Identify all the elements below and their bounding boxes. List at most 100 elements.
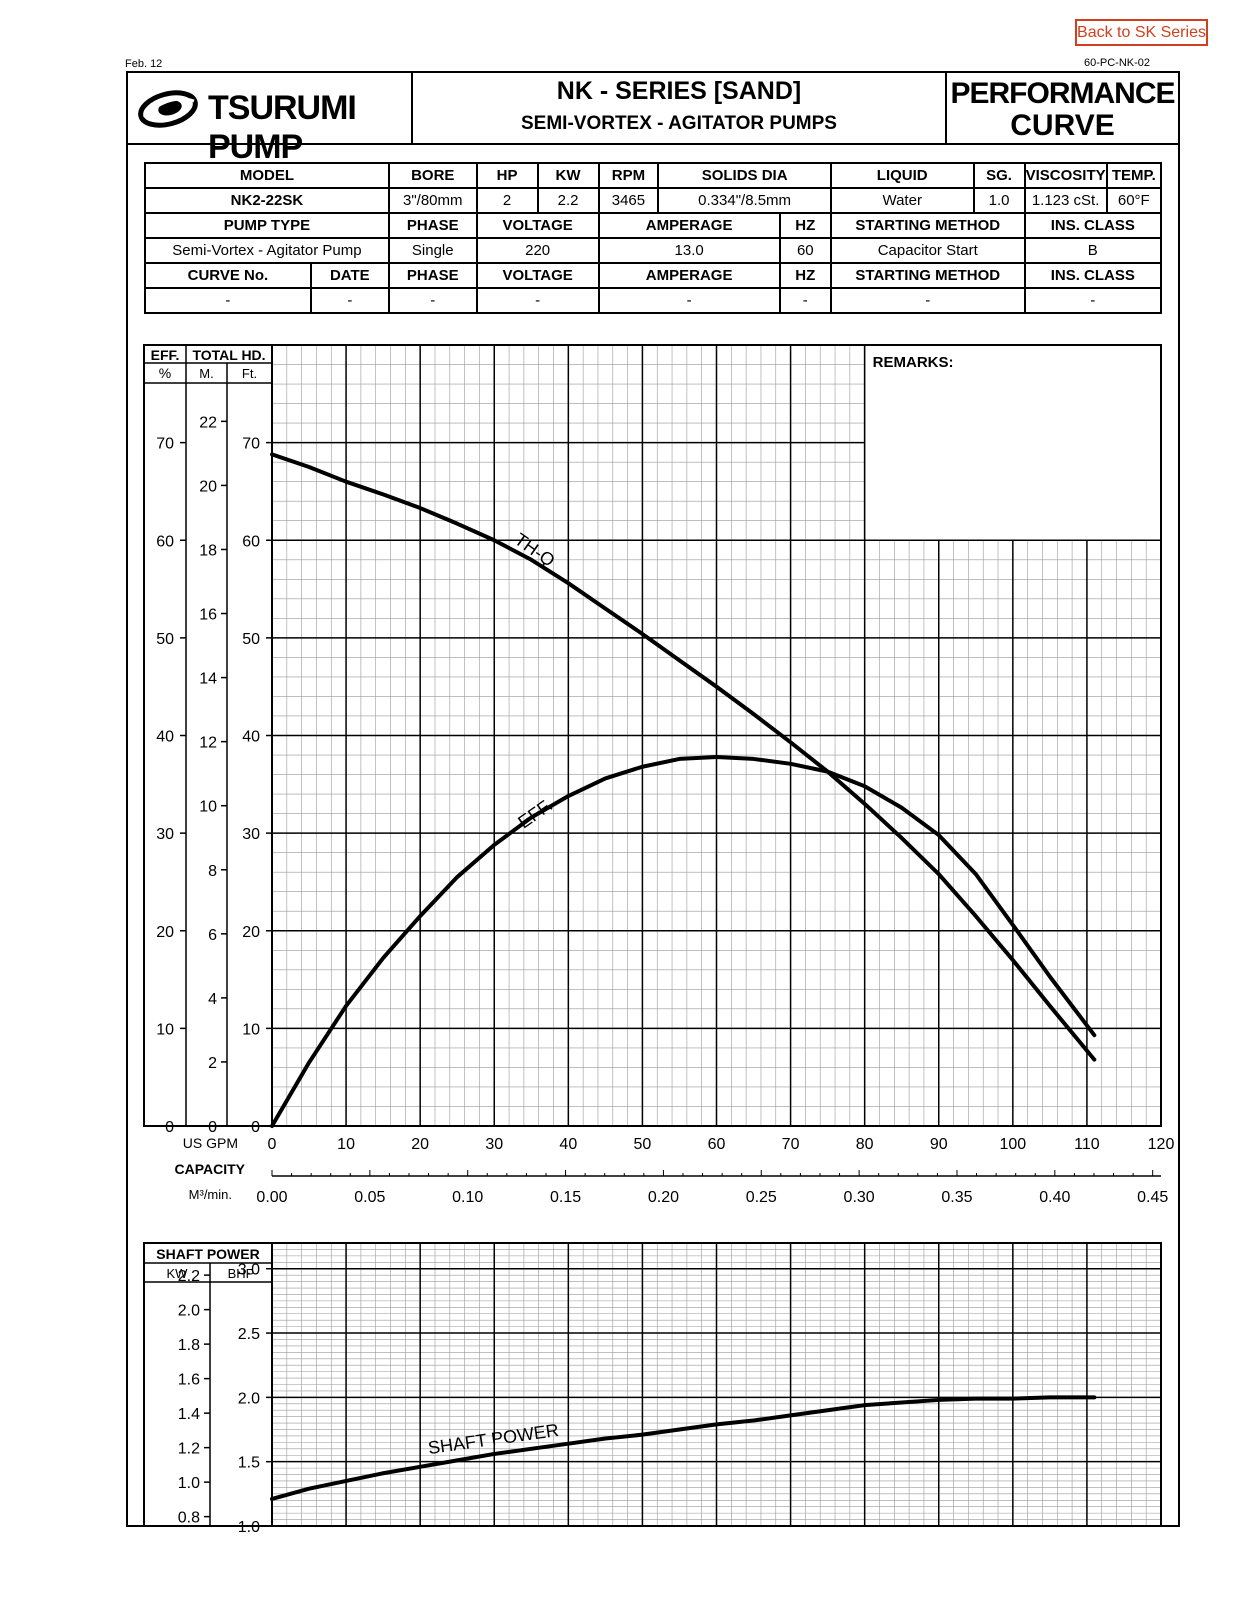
eff-tick-label: 70	[156, 436, 174, 453]
th-q-curve	[270, 452, 1097, 1062]
x-tick-capacity: 0.20	[648, 1189, 679, 1206]
x-tick-gpm: 10	[337, 1136, 355, 1153]
capacity-label: CAPACITY	[174, 1161, 245, 1177]
cell-amperage2-value: -	[597, 287, 781, 314]
shaft-power-chart	[143, 1242, 1162, 1527]
eff-axis-bg	[146, 384, 184, 1124]
x-tick-gpm: 0	[268, 1136, 277, 1153]
cell-sg-value: 1.0	[972, 187, 1026, 214]
sp-kw-tick-label: 1.2	[178, 1441, 200, 1458]
doc-type-box: PERFORMANCE CURVE	[945, 71, 1180, 145]
eff-tick-label: 30	[156, 826, 174, 843]
cell-liquid-value: Water	[829, 187, 975, 214]
cell-hz2-value: -	[778, 287, 832, 314]
eff-tick-label: 50	[156, 631, 174, 648]
series-subtitle: SEMI-VORTEX - AGITATOR PUMPS	[521, 113, 837, 134]
head-m-tick-label: 12	[199, 735, 217, 752]
document-date: Feb. 12	[125, 58, 163, 70]
cell-solids-header: SOLIDS DIA	[657, 162, 832, 189]
spec-row-2-values: Semi-Vortex - Agitator Pump Single 220 1…	[144, 237, 1163, 264]
x-tick-capacity: 0.25	[746, 1189, 777, 1206]
sp-kw-tick-label: 1.6	[178, 1372, 200, 1389]
x-tick-capacity: 0.15	[550, 1189, 581, 1206]
th-q-label: TH-Q	[511, 529, 559, 571]
cell-kw-header: KW	[536, 162, 600, 189]
cell-pump-type-value: Semi-Vortex - Agitator Pump	[144, 237, 390, 264]
head-ft-tick-label: 30	[242, 826, 260, 843]
efficiency-curve	[270, 754, 1097, 1128]
sp-kw-tick-label: 2.2	[178, 1268, 200, 1285]
spec-row-3-headers: CURVE No. DATE PHASE VOLTAGE AMPERAGE HZ…	[144, 262, 1163, 289]
cell-phase2-header: PHASE	[387, 262, 478, 289]
x-tick-capacity: 0.30	[844, 1189, 875, 1206]
sp-kw-tick-label: 2.0	[178, 1303, 200, 1320]
head-m-tick-label: 8	[208, 863, 217, 880]
x-tick-gpm: 100	[999, 1136, 1026, 1153]
document-code: 60-PC-NK-02	[1084, 57, 1151, 69]
cell-voltage-header: VOLTAGE	[475, 212, 600, 239]
sp-bhp-tick-label: 2.5	[238, 1326, 260, 1343]
sp-kw-tick-label: 1.8	[178, 1337, 200, 1354]
cell-bore-header: BORE	[387, 162, 478, 189]
sp-axis-title: SHAFT POWER	[156, 1246, 259, 1262]
head-ft-tick-label: 40	[242, 729, 260, 746]
cell-hz-value: 60	[778, 237, 832, 264]
x-tick-capacity: 0.00	[256, 1189, 287, 1206]
cell-model-header: MODEL	[144, 162, 390, 189]
eff-tick-label: 20	[156, 924, 174, 941]
sp-bhp-unit: BHP	[228, 1266, 255, 1281]
cell-temp-value: 60°F	[1105, 187, 1163, 214]
x-axis-gpm-label: US GPM	[183, 1135, 238, 1151]
cell-amperage-header: AMPERAGE	[597, 212, 781, 239]
main-chart	[143, 344, 1162, 1177]
head-m-unit-label: M.	[199, 366, 213, 381]
sp-bhp-tick-label: 1.5	[238, 1455, 260, 1472]
cell-curve-no-value: -	[144, 287, 312, 314]
cell-phase-value: Single	[387, 237, 478, 264]
cell-hp-value: 2	[475, 187, 539, 214]
cell-ins-class2-value: -	[1023, 287, 1163, 314]
cell-viscosity-value: 1.123 cSt.	[1023, 187, 1108, 214]
spec-row-1-headers: MODEL BORE HP KW RPM SOLIDS DIA LIQUID S…	[144, 162, 1163, 189]
series-title: NK - SERIES [SAND]	[556, 77, 802, 105]
cell-curve-no-header: CURVE No.	[144, 262, 312, 289]
cell-phase2-value: -	[387, 287, 478, 314]
spec-row-1-values: NK2-22SK 3"/80mm 2 2.2 3465 0.334"/8.5mm…	[144, 187, 1163, 214]
head-m-tick-label: 2	[208, 1055, 217, 1072]
sp-bhp-tick-label: 1.0	[238, 1519, 260, 1536]
cell-hz2-header: HZ	[778, 262, 832, 289]
cell-ins-class-header: INS. CLASS	[1023, 212, 1163, 239]
x-tick-gpm: 70	[782, 1136, 800, 1153]
cell-sg-header: SG.	[972, 162, 1026, 189]
head-m-tick-label: 16	[199, 607, 217, 624]
cell-bore-value: 3"/80mm	[387, 187, 478, 214]
series-title-box: NK - SERIES [SAND] SEMI-VORTEX - AGITATO…	[411, 71, 947, 145]
spec-row-2-headers: PUMP TYPE PHASE VOLTAGE AMPERAGE HZ STAR…	[144, 212, 1163, 239]
cell-kw-value: 2.2	[536, 187, 600, 214]
head-ft-unit-label: Ft.	[242, 366, 257, 381]
cell-voltage2-header: VOLTAGE	[475, 262, 600, 289]
remarks-box	[863, 344, 1162, 541]
x-tick-capacity: 0.40	[1039, 1189, 1070, 1206]
cell-temp-header: TEMP.	[1105, 162, 1163, 189]
spec-row-3-values: - - - - - - - -	[144, 287, 1163, 314]
eff-tick-label: 60	[156, 533, 174, 550]
x-tick-gpm: 20	[411, 1136, 429, 1153]
cell-starting-method2-header: STARTING METHOD	[829, 262, 1026, 289]
sp-kw-tick-label: 1.4	[178, 1406, 200, 1423]
cell-hp-header: HP	[475, 162, 539, 189]
x-tick-gpm: 30	[485, 1136, 503, 1153]
capacity-unit-label: M³/min.	[189, 1187, 232, 1202]
cell-starting-method-header: STARTING METHOD	[829, 212, 1026, 239]
back-to-sk-series-button[interactable]: Back to SK Series	[1075, 19, 1208, 46]
head-m-tick-label: 0	[208, 1119, 217, 1136]
tsurumi-logo-icon	[138, 90, 198, 128]
x-tick-gpm: 50	[634, 1136, 652, 1153]
cell-rpm-value: 3465	[597, 187, 660, 214]
shaft-power-curve	[270, 1395, 1097, 1501]
brand-name: TSURUMI PUMP	[208, 89, 357, 166]
head-ft-tick-label: 60	[242, 533, 260, 550]
x-tick-capacity: 0.10	[452, 1189, 483, 1206]
head-m-tick-label: 20	[199, 478, 217, 495]
cell-ins-class2-header: INS. CLASS	[1023, 262, 1163, 289]
